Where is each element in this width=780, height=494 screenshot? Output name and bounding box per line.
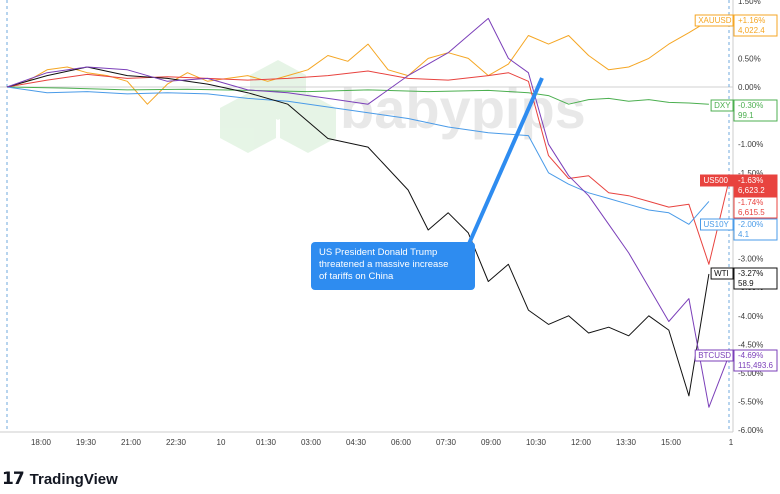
annotation-line: threatened a massive increase [319,259,449,270]
price-change-label: -1.74% [738,198,763,207]
series-name-label: DXY [714,101,731,110]
annotation-pointer [466,77,544,247]
price-value-label: 6,623.2 [738,186,765,195]
x-tick-label: 1 [729,438,734,447]
x-tick-label: 10 [217,438,226,447]
annotation-line: of tariffs on China [319,271,394,282]
price-tag-box [733,218,778,241]
series-name-label: WTI [714,269,729,278]
series-line-us10y [6,86,710,225]
price-value-label: 115,493.6 [738,361,774,370]
x-tick-label: 10:30 [526,438,547,447]
annotation-line: US President Donald Trump [319,247,438,258]
series-line-dxy [6,86,709,105]
x-tick-label: 19:30 [76,438,97,447]
price-change-label: -3.27% [738,269,763,278]
series-line-btcusd [6,17,730,408]
series-line-xauusd [6,20,710,105]
series-name-label: XAUUSD [698,16,732,25]
x-tick-label: 04:30 [346,438,367,447]
x-tick-label: 21:00 [121,438,142,447]
price-value-label: 58.9 [738,279,754,288]
price-tag-box [733,99,778,122]
price-change-label: -2.00% [738,220,763,229]
x-tick-label: 15:00 [661,438,682,447]
y-tick-label: -4.50% [738,340,763,349]
x-tick-label: 01:30 [256,438,277,447]
x-tick-label: 09:00 [481,438,502,447]
series-name-tag [710,267,734,280]
y-tick-label: -3.00% [738,255,763,264]
series-name-label: BTCUSD [698,351,731,360]
series-name-label: US10Y [704,220,730,229]
series-name-tag [694,349,734,362]
y-tick-label: -6.00% [738,426,763,435]
series-name-tag [710,99,734,112]
price-value-label: 99.1 [738,111,754,120]
annotation-callout: US President Donald Trump threatened a m… [311,242,475,290]
x-tick-label: 13:30 [616,438,637,447]
series-name-label: US500 [704,176,729,185]
x-tick-label: 12:00 [571,438,592,447]
watermark-text: babypips [340,77,586,140]
series-name-tag [694,14,734,27]
price-tag-box [733,174,778,197]
series-line-us500 [6,70,730,265]
price-value-label: 4.1 [738,230,750,239]
price-value-label: 4,022.4 [738,26,765,35]
x-tick-labels: 18:00 19:30 21:00 22:30 10 01:30 03:00 04:30 06:… [31,438,734,447]
series-name-tag [700,174,734,187]
x-tick-label: 18:00 [31,438,52,447]
price-tag-box [733,267,778,290]
series-name-tag [700,218,734,231]
y-tick-label: -5.00% [738,369,763,378]
price-change-label: -0.30% [738,101,763,110]
x-tick-label: 07:30 [436,438,457,447]
price-tag-box [733,196,778,219]
footer: 17 TradingView [0,464,182,494]
series-layer [6,17,730,408]
y-tick-label: 0.00% [738,83,761,92]
price-change-label: -4.69% [738,351,763,360]
y-tick-label: 0.50% [738,54,761,63]
price-tag-box [733,14,778,37]
price-tags: XAUUSD +1.16%4,022.4 DXY -0.30%99.1 US500 -1.… [694,14,778,372]
y-tick-label: -1.50% [738,169,763,178]
price-change-label: +1.16% [738,16,765,25]
y-tick-label: -5.50% [738,398,763,407]
tradingview-brand: TradingView [29,470,118,488]
x-tick-label: 06:00 [391,438,412,447]
y-tick-label: -4.00% [738,312,763,321]
y-tick-label: 1.50% [738,0,761,6]
series-line-wti [6,66,710,397]
tradingview-logo-icon: 17 [2,469,25,489]
price-value-label: 6,615.5 [738,208,765,217]
price-change-label: -1.63% [738,176,763,185]
x-tick-label: 22:30 [166,438,187,447]
price-tag-box [733,349,778,372]
x-tick-label: 03:00 [301,438,322,447]
y-tick-label: -1.00% [738,140,763,149]
